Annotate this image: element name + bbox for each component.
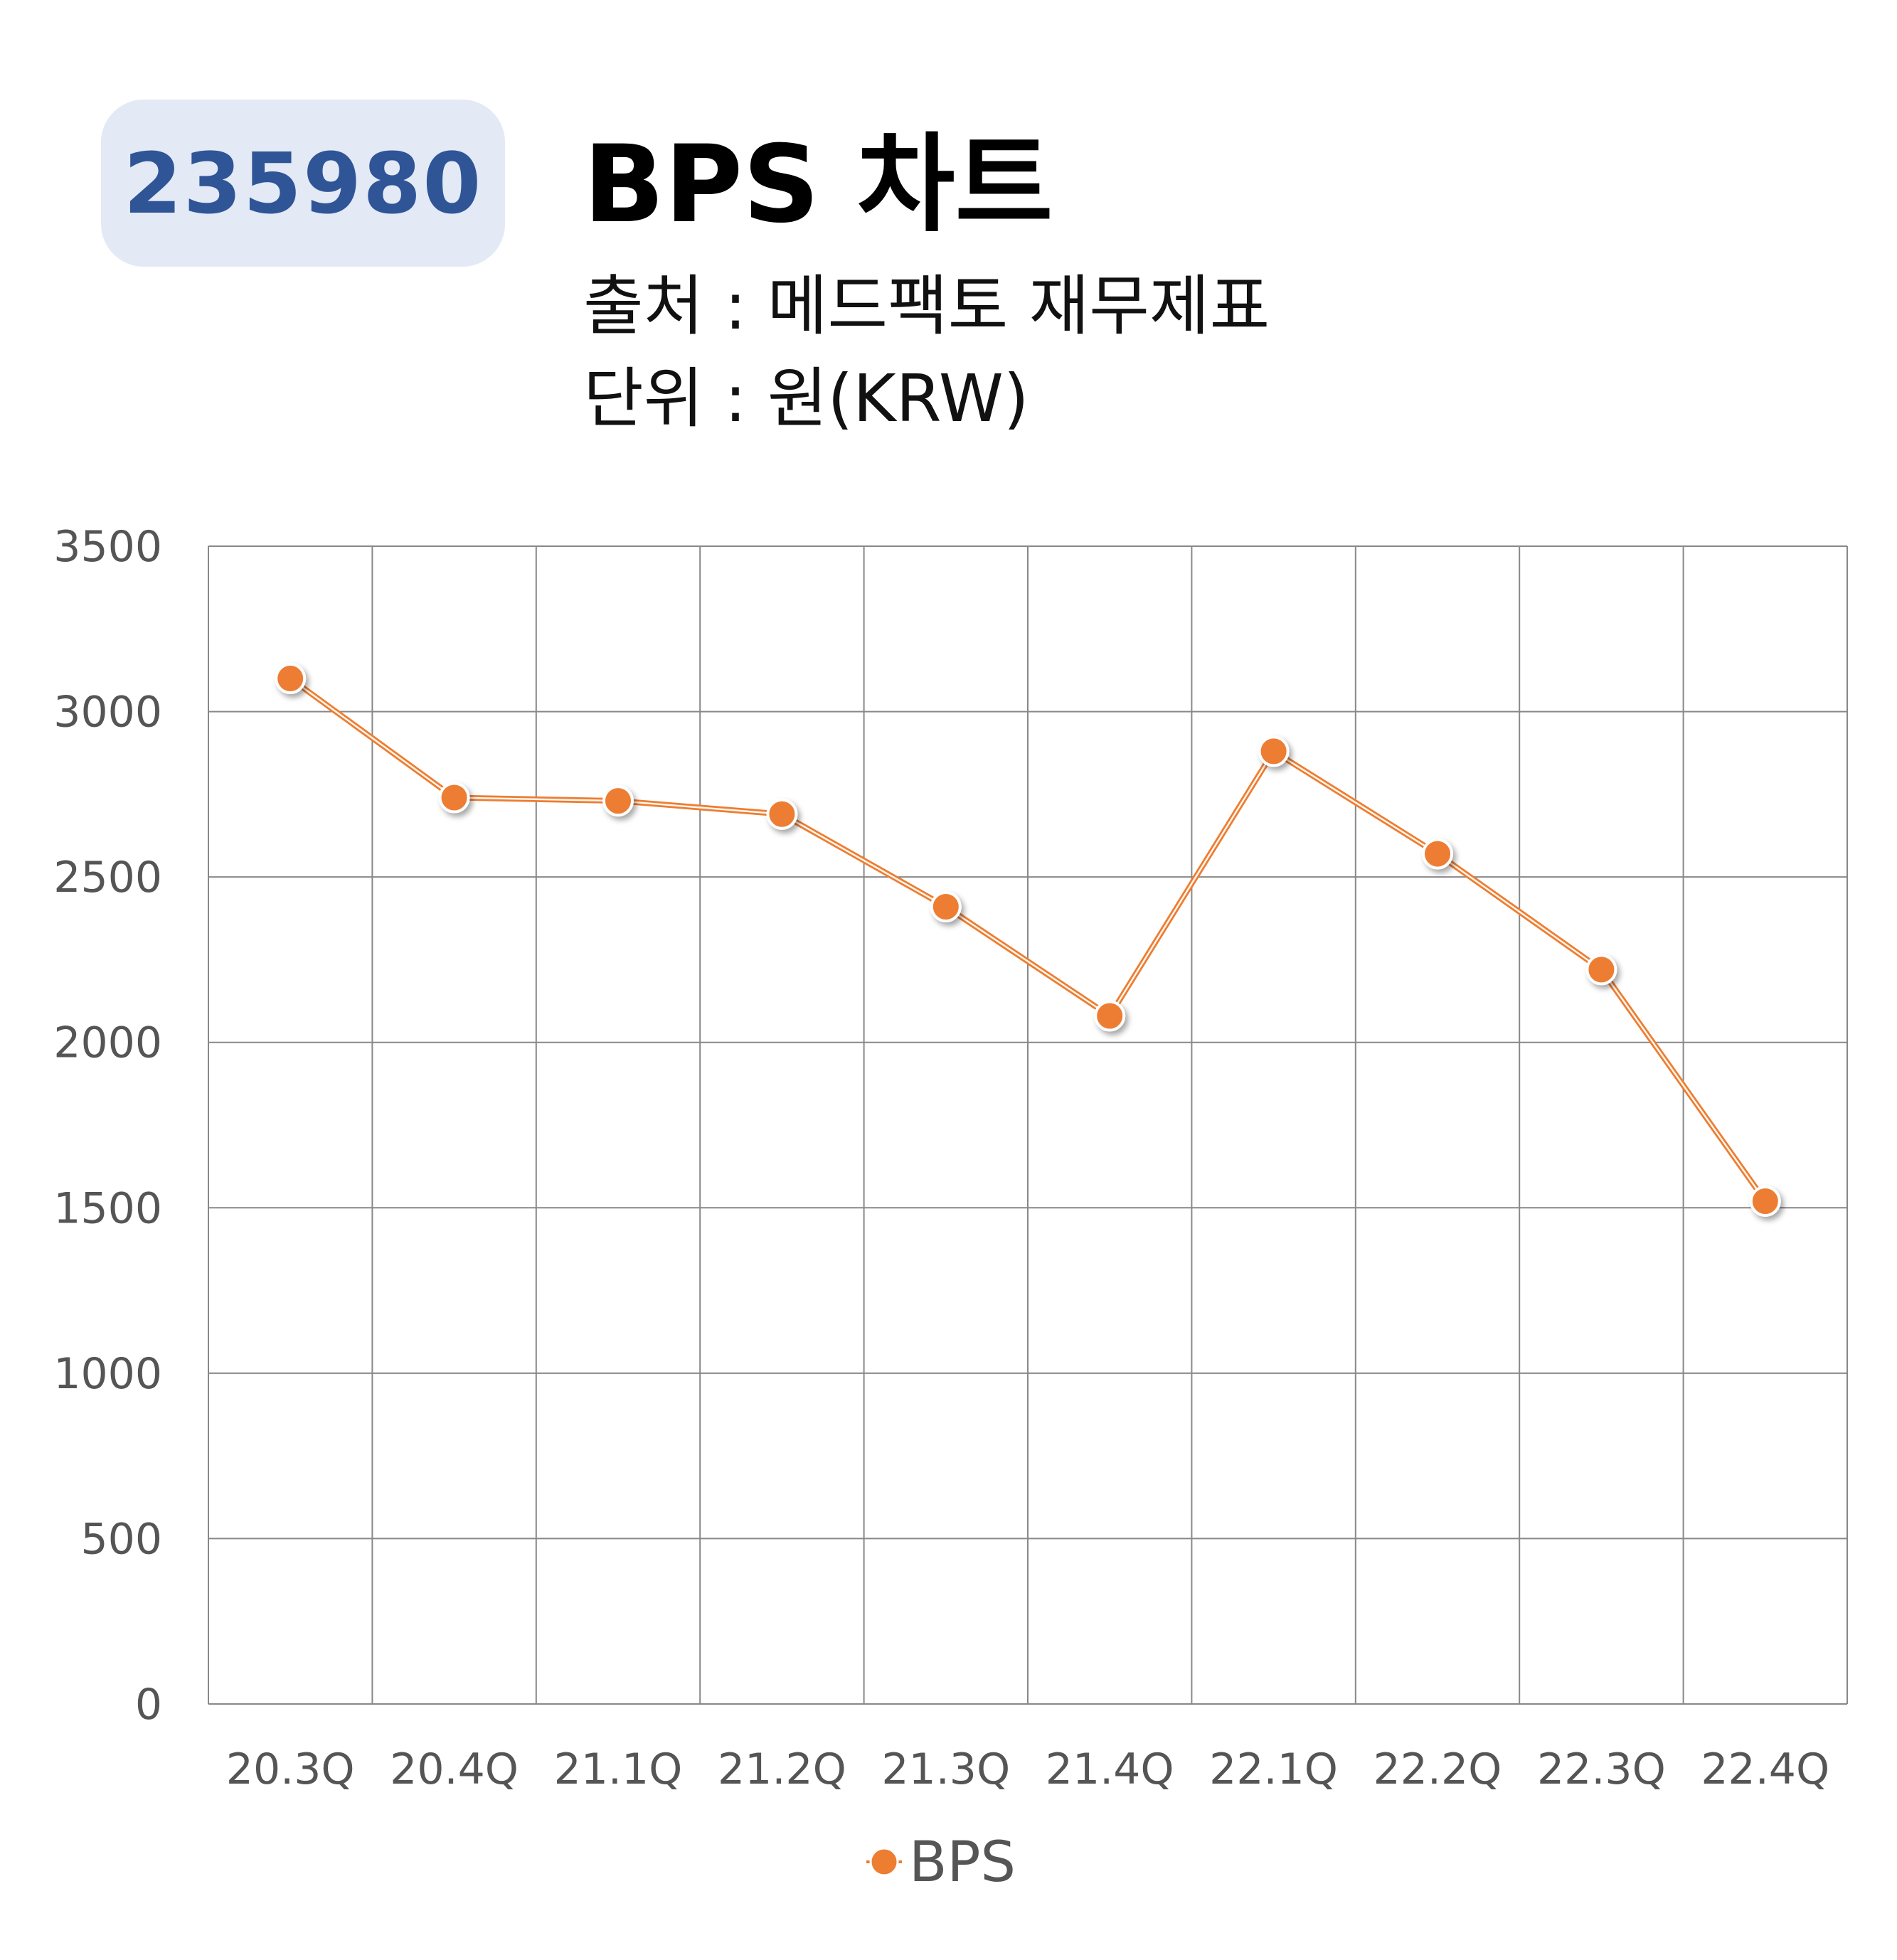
legend-label-bps: BPS <box>909 1831 1016 1895</box>
y-tick-label: 3500 <box>53 522 162 572</box>
series-bps <box>275 663 1781 1217</box>
data-point <box>275 663 307 695</box>
source-label: 출처 : 메드팩토 재무제표 <box>583 268 1270 344</box>
data-point <box>1422 838 1453 870</box>
stock-code: 235980 <box>123 134 483 233</box>
x-tick-label: 20.3Q <box>226 1745 355 1794</box>
x-tick-label: 22.4Q <box>1701 1745 1829 1794</box>
x-tick-label: 20.4Q <box>390 1745 519 1794</box>
y-tick-label: 2000 <box>53 1018 162 1068</box>
legend-marker <box>869 1847 899 1877</box>
x-tick-label: 21.4Q <box>1046 1745 1174 1794</box>
grid-lines <box>208 545 1848 1705</box>
x-tick-label: 22.3Q <box>1537 1745 1666 1794</box>
x-axis-ticks: 20.3Q 20.4Q 21.1Q 21.2Q 21.3Q 21.4Q 22.1Q 22.2Q… <box>226 1745 1829 1794</box>
y-tick-label: 1500 <box>53 1183 162 1233</box>
unit-label: 단위 : 원(KRW) <box>583 361 1029 437</box>
stock-code-badge: 235980 <box>101 100 505 267</box>
data-point <box>1258 735 1290 767</box>
data-point <box>602 785 634 817</box>
data-point <box>1585 954 1617 986</box>
x-tick-label: 22.1Q <box>1209 1745 1338 1794</box>
data-point <box>438 782 470 814</box>
y-tick-label: 1000 <box>53 1349 162 1399</box>
series-line-highlight <box>289 678 1766 1202</box>
chart-title: BPS 차트 <box>583 123 1053 247</box>
data-point <box>766 798 798 830</box>
y-tick-label: 0 <box>135 1680 162 1730</box>
y-tick-label: 2500 <box>53 853 162 902</box>
x-tick-label: 21.2Q <box>718 1745 846 1794</box>
x-tick-label: 21.3Q <box>881 1745 1010 1794</box>
data-point <box>1749 1185 1781 1217</box>
data-point <box>930 891 962 923</box>
data-point <box>1094 1000 1126 1032</box>
y-tick-label: 3000 <box>53 688 162 737</box>
legend: BPS <box>866 1831 1016 1895</box>
y-tick-label: 500 <box>80 1514 162 1564</box>
y-axis-ticks: 0 500 1000 1500 2000 2500 3000 3500 <box>53 522 162 1730</box>
x-tick-label: 21.1Q <box>554 1745 683 1794</box>
x-tick-label: 22.2Q <box>1373 1745 1502 1794</box>
